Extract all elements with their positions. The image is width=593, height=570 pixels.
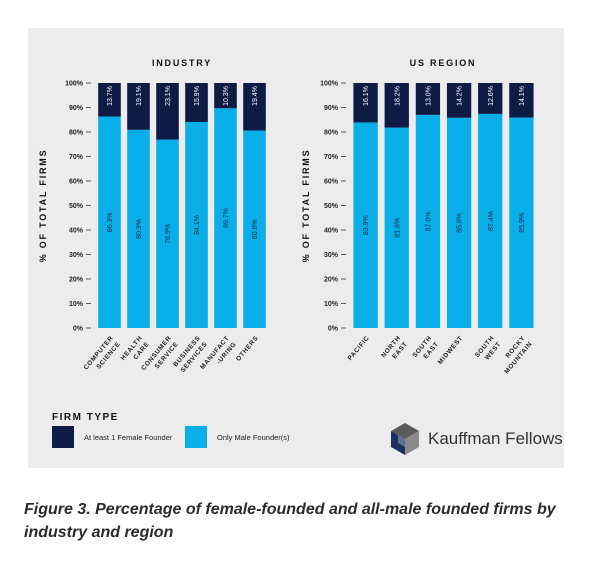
y-tick-label-industry: 90% [69, 105, 84, 112]
bar-male-industry [243, 130, 266, 328]
bar-female-region [446, 83, 472, 118]
data-label-male-industry: 80.6% [252, 219, 259, 239]
bar-male-industry [127, 129, 150, 328]
data-label-female-industry: 19.4% [252, 86, 259, 106]
y-tick-label-region: 60% [324, 179, 339, 186]
y-tick-label-region: 20% [324, 277, 339, 284]
y-tick-label-region: 80% [324, 130, 339, 137]
y-tick-label-region: 100% [320, 81, 339, 88]
data-label-female-region: 14.1% [519, 86, 526, 106]
legend-label-female: At least 1 Female Founder [84, 432, 173, 442]
bar-female-region [478, 83, 503, 114]
data-label-male-industry: 84.1% [194, 215, 201, 235]
data-label-male-region: 87.0% [425, 211, 432, 231]
data-label-male-region: 81.8% [394, 218, 401, 238]
y-tick-label-industry: 20% [69, 277, 84, 284]
y-tick-label-region: 70% [324, 154, 339, 161]
figure-caption: Figure 3. Percentage of female-founded a… [24, 501, 556, 541]
bar-female-industry [127, 83, 150, 130]
data-label-female-region: 18.2% [394, 86, 401, 106]
bar-female-industry [214, 83, 237, 109]
charts-svg: INDUSTRY % OF TOTAL FIRMS 0% 10% 20% 30% 40% 50… [38, 58, 534, 375]
data-label-male-region: 83.9% [363, 215, 370, 235]
legend-label-male: Only Male Founder(s) [217, 432, 290, 442]
data-label-female-industry: 13.7% [107, 86, 114, 106]
legend-swatch-male [185, 426, 207, 448]
bar-female-industry [156, 83, 179, 140]
legend-item-male: Only Male Founder(s) [185, 426, 290, 448]
bar-female-region [384, 83, 409, 128]
bar-female-region [353, 83, 378, 123]
y-tick-label-industry: 10% [69, 301, 84, 308]
data-label-female-industry: 23.1% [165, 86, 172, 106]
bar-male-region [384, 127, 409, 328]
bar-male-industry [98, 116, 121, 328]
kauffman-logo: Kauffman Fellows [390, 422, 563, 456]
y-tick-label-industry: 0% [73, 326, 84, 333]
y-tick-label-industry: 30% [69, 252, 84, 259]
data-label-male-industry: 86.3% [107, 212, 114, 232]
bar-male-industry [185, 121, 208, 328]
bar-female-industry [185, 83, 208, 122]
y-tick-label-region: 0% [328, 326, 339, 333]
chart-title-region: US REGION [410, 58, 477, 68]
data-label-female-industry: 19.1% [136, 86, 143, 106]
bar-male-region [353, 122, 378, 328]
y-axis-label-region: % OF TOTAL FIRMS [301, 149, 311, 263]
bar-female-region [509, 83, 534, 118]
x-category-label-industry: OTHERS [235, 335, 260, 363]
y-tick-label-region: 10% [324, 301, 339, 308]
data-label-female-industry: 10.3% [223, 86, 230, 106]
bar-female-industry [243, 83, 266, 131]
y-tick-label-industry: 70% [69, 154, 84, 161]
data-label-male-industry: 89.7% [223, 208, 230, 228]
data-label-male-region: 87.4% [488, 211, 495, 231]
legend-swatch-female [52, 426, 74, 448]
x-category-label-region: PACIFIC [347, 335, 371, 362]
data-label-male-industry: 80.9% [136, 219, 143, 239]
bar-male-industry [156, 139, 179, 328]
cube-logo-icon [391, 423, 419, 455]
y-tick-label-industry: 50% [69, 203, 84, 210]
data-label-male-industry: 76.9% [165, 224, 172, 244]
data-label-female-region: 14.2% [457, 86, 464, 106]
bar-female-industry [98, 83, 121, 117]
chart-panel: INDUSTRY % OF TOTAL FIRMS 0% 10% 20% 30% 40% 50… [28, 28, 564, 468]
x-category-label-region: MIDWEST [437, 335, 465, 366]
bar-male-region [415, 114, 441, 328]
y-tick-label-region: 50% [324, 203, 339, 210]
bar-male-industry [214, 108, 237, 328]
logo-text: Kauffman Fellows [428, 429, 563, 448]
bar-male-region [478, 113, 503, 329]
chart-title-industry: INDUSTRY [152, 58, 212, 68]
legend-item-female: At least 1 Female Founder [52, 426, 172, 448]
bar-male-region [509, 117, 534, 328]
y-tick-label-industry: 40% [69, 228, 84, 235]
data-label-female-region: 13.0% [425, 86, 432, 106]
y-axis-label-industry: % OF TOTAL FIRMS [38, 149, 48, 263]
y-tick-label-region: 40% [324, 228, 339, 235]
bar-male-region [446, 117, 472, 328]
data-label-male-region: 85.9% [519, 213, 526, 233]
y-tick-label-industry: 100% [65, 81, 84, 88]
data-label-female-region: 16.1% [363, 86, 370, 106]
y-tick-label-industry: 60% [69, 179, 84, 186]
y-tick-label-region: 90% [324, 105, 339, 112]
legend-title: FIRM TYPE [52, 412, 119, 423]
y-tick-label-region: 30% [324, 252, 339, 259]
data-label-female-industry: 15.9% [194, 86, 201, 106]
data-label-female-region: 12.6% [488, 86, 495, 106]
y-tick-label-industry: 80% [69, 130, 84, 137]
data-label-male-region: 85.8% [457, 213, 464, 233]
bar-female-region [415, 83, 441, 115]
